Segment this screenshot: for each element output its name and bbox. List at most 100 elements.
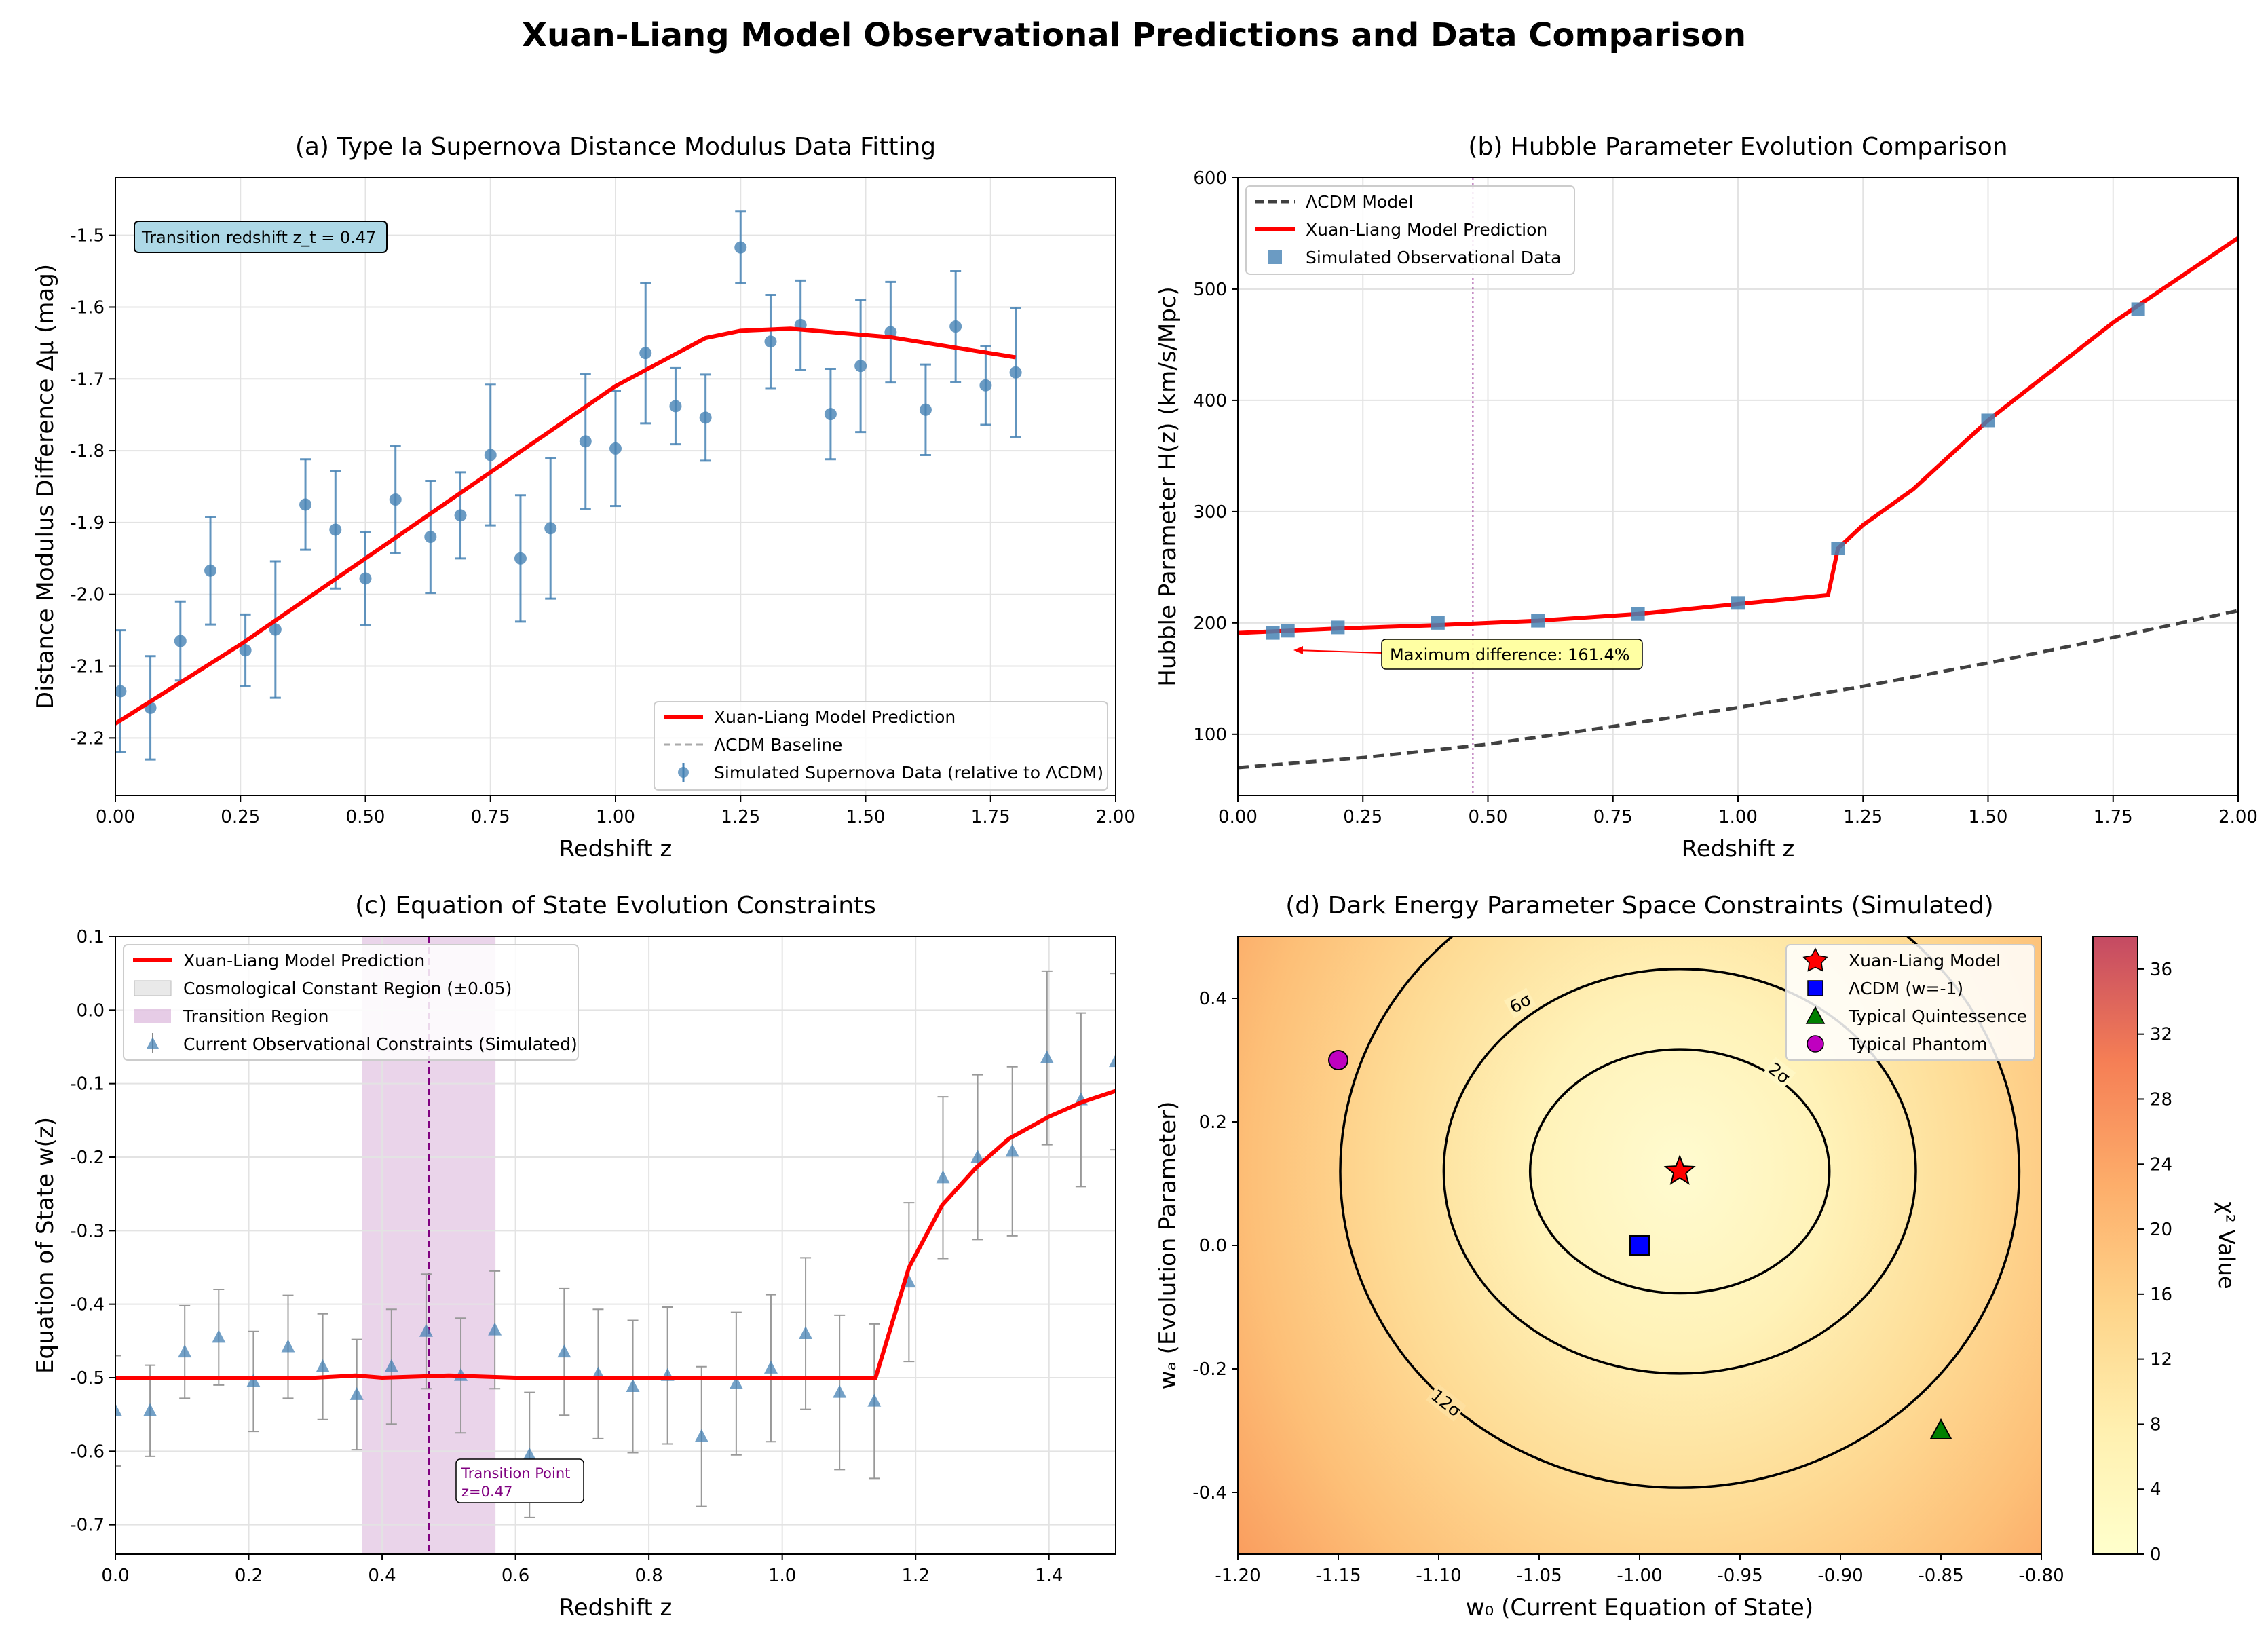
panel-a-data-points bbox=[115, 210, 1022, 761]
panel-c-data-point bbox=[178, 1304, 192, 1399]
panel-c-legend: Xuan-Liang Model Prediction Cosmological… bbox=[123, 944, 579, 1061]
b-y-tick-label-4: 500 bbox=[1193, 280, 1227, 300]
panel-a-legend-lcdm: ΛCDM Baseline bbox=[714, 735, 842, 755]
panel-a-data-point bbox=[144, 655, 157, 761]
panel-a-data-point bbox=[514, 494, 527, 623]
d-x-tick-label-5: -0.95 bbox=[1717, 1566, 1762, 1586]
panel-d-legend-quintessence: Typical Quintessence bbox=[1848, 1006, 2027, 1026]
panel-a-legend-data: Simulated Supernova Data (relative to ΛC… bbox=[714, 763, 1103, 783]
panel-d-colorbar-tick-label-8: 32 bbox=[2150, 1025, 2172, 1045]
panel-d-marker-triangle bbox=[1929, 1418, 1952, 1439]
panel-b-annotation: Maximum difference: 161.4% bbox=[1293, 639, 1643, 670]
panel-d-legend-lcdm: ΛCDM (w=-1) bbox=[1849, 979, 1963, 998]
panel-a-data-point bbox=[299, 458, 312, 551]
panel-a-data-point bbox=[329, 470, 342, 590]
panel-c-data-point bbox=[488, 1270, 502, 1390]
panel-c-data-point bbox=[384, 1308, 398, 1425]
panel-a-data-point bbox=[824, 367, 837, 461]
panel-c-legend-data: Current Observational Constraints (Simul… bbox=[183, 1034, 578, 1054]
panel-d-marker-circle bbox=[1328, 1050, 1348, 1070]
panel-d-title: (d) Dark Energy Parameter Space Constrai… bbox=[1285, 892, 1993, 920]
b-x-tick-label-8: 2.00 bbox=[2218, 807, 2258, 827]
panel-b-data-point bbox=[1831, 542, 1845, 555]
panel-b-data-point bbox=[1731, 596, 1745, 610]
a-y-tick-label-1: -2.1 bbox=[70, 657, 105, 677]
panel-a-data-point bbox=[359, 531, 372, 626]
panel-c-legend-model: Xuan-Liang Model Prediction bbox=[183, 951, 425, 971]
panel-c-data-point bbox=[729, 1311, 743, 1456]
panel-c-axes bbox=[115, 936, 1116, 1555]
panel-c-data-point bbox=[115, 1355, 122, 1467]
c-x-tick-label-4: 0.8 bbox=[635, 1566, 662, 1586]
panel-b-x-ticks: 0.00 0.25 0.50 0.75 1.00 1.25 1.50 1.75 2.00 bbox=[1218, 795, 2258, 827]
panel-d-colorbar-tick-label-6: 24 bbox=[2150, 1154, 2172, 1175]
panel-c-legend-lambda: Cosmological Constant Region (±0.05) bbox=[183, 979, 512, 998]
panel-b-data-point bbox=[2131, 302, 2145, 316]
panel-c-data-point bbox=[694, 1365, 708, 1507]
panel-d-marker-square bbox=[1629, 1235, 1650, 1256]
panel-b: (b) Hubble Parameter Evolution Compariso… bbox=[1154, 133, 2258, 863]
panel-b-legend-model: Xuan-Liang Model Prediction bbox=[1306, 220, 1547, 240]
panel-c-data-point bbox=[143, 1364, 157, 1457]
a-x-tick-label-2: 0.50 bbox=[346, 807, 385, 827]
panel-b-legend-data: Simulated Observational Data bbox=[1306, 248, 1561, 267]
panel-c-legend-transition: Transition Region bbox=[183, 1006, 328, 1026]
d-x-tick-label-3: -1.05 bbox=[1516, 1566, 1562, 1586]
c-y-tick-label-5: -0.2 bbox=[70, 1148, 105, 1168]
panel-c-y-ticks: -0.7 -0.6 -0.5 -0.4 -0.3 -0.2 -0.1 0.0 0.1 bbox=[70, 927, 115, 1536]
c-x-tick-label-0: 0.0 bbox=[101, 1566, 129, 1586]
c-x-tick-label-6: 1.2 bbox=[902, 1566, 930, 1586]
panel-b-annotation-text: Maximum difference: 161.4% bbox=[1390, 645, 1630, 664]
panel-c-data-point bbox=[936, 1096, 950, 1260]
a-x-tick-label-5: 1.25 bbox=[721, 807, 760, 827]
panel-a-data-point bbox=[204, 515, 217, 626]
b-y-tick-label-2: 300 bbox=[1193, 502, 1227, 523]
panel-c-x-label: Redshift z bbox=[559, 1594, 673, 1621]
panel-a: (a) Type Ia Supernova Distance Modulus D… bbox=[32, 133, 1135, 863]
panel-d-legend-model: Xuan-Liang Model bbox=[1849, 951, 2001, 971]
panel-c-data-point bbox=[557, 1287, 571, 1416]
panel-c-data-points bbox=[115, 970, 1116, 1518]
panel-d-contour-2 bbox=[1339, 937, 2021, 1489]
d-x-tick-label-0: -1.20 bbox=[1215, 1566, 1260, 1586]
panel-d-colorbar-tick-label-7: 28 bbox=[2150, 1089, 2172, 1110]
c-y-tick-label-8: 0.1 bbox=[77, 927, 105, 947]
b-x-tick-label-4: 1.00 bbox=[1718, 807, 1758, 827]
panel-a-y-label: Distance Modulus Difference Δμ (mag) bbox=[32, 264, 59, 709]
panel-b-data-point bbox=[1281, 624, 1295, 638]
panel-b-legend-lcdm: ΛCDM Model bbox=[1306, 192, 1413, 212]
a-y-tick-label-3: -1.9 bbox=[70, 513, 105, 533]
d-x-tick-label-7: -0.85 bbox=[1918, 1566, 1963, 1586]
d-y-tick-label-2: 0.0 bbox=[1199, 1236, 1227, 1256]
panel-a-data-point bbox=[979, 345, 992, 426]
panel-d-x-ticks: -1.20 -1.15 -1.10 -1.05 -1.00 -0.95 -0.90 -0.85… bbox=[1215, 1554, 2064, 1586]
a-y-tick-label-4: -1.8 bbox=[70, 441, 105, 461]
panel-d-contours bbox=[1339, 937, 2021, 1489]
panel-a-data-point bbox=[699, 373, 712, 462]
panel-a-data-point bbox=[919, 363, 932, 456]
a-y-tick-label-0: -2.2 bbox=[70, 728, 105, 749]
panel-a-data-point bbox=[115, 629, 127, 754]
a-x-tick-label-1: 0.25 bbox=[221, 807, 260, 827]
panel-c-data-point bbox=[281, 1294, 295, 1399]
panel-c-y-label: Equation of State w(z) bbox=[32, 1117, 59, 1374]
panel-c-title: (c) Equation of State Evolution Constrai… bbox=[355, 892, 876, 920]
panel-a-data-point bbox=[1009, 307, 1022, 438]
panel-a-data-point bbox=[794, 279, 807, 371]
panel-c-data-point bbox=[970, 1074, 985, 1241]
c-x-tick-label-7: 1.4 bbox=[1035, 1566, 1063, 1586]
panel-c-data-point bbox=[763, 1294, 778, 1443]
panel-b-data-point bbox=[1631, 607, 1645, 621]
c-y-tick-label-7: 0.0 bbox=[77, 1000, 105, 1021]
panel-c-data-point bbox=[591, 1308, 605, 1439]
panel-a-data-point bbox=[609, 390, 622, 508]
panel-b-title: (b) Hubble Parameter Evolution Compariso… bbox=[1468, 133, 2007, 161]
panel-b-y-ticks: 100 200 300 400 500 600 bbox=[1193, 168, 1238, 745]
panel-c-data-point bbox=[1109, 973, 1116, 1151]
panel-b-data-point bbox=[1331, 620, 1345, 635]
panel-b-data-point bbox=[1981, 413, 1995, 428]
panel-d-colorbar-label: χ² Value bbox=[2214, 1201, 2239, 1289]
panel-b-data-point bbox=[1431, 616, 1445, 630]
panel-b-legend: ΛCDM Model Xuan-Liang Model Prediction S… bbox=[1245, 185, 1575, 275]
